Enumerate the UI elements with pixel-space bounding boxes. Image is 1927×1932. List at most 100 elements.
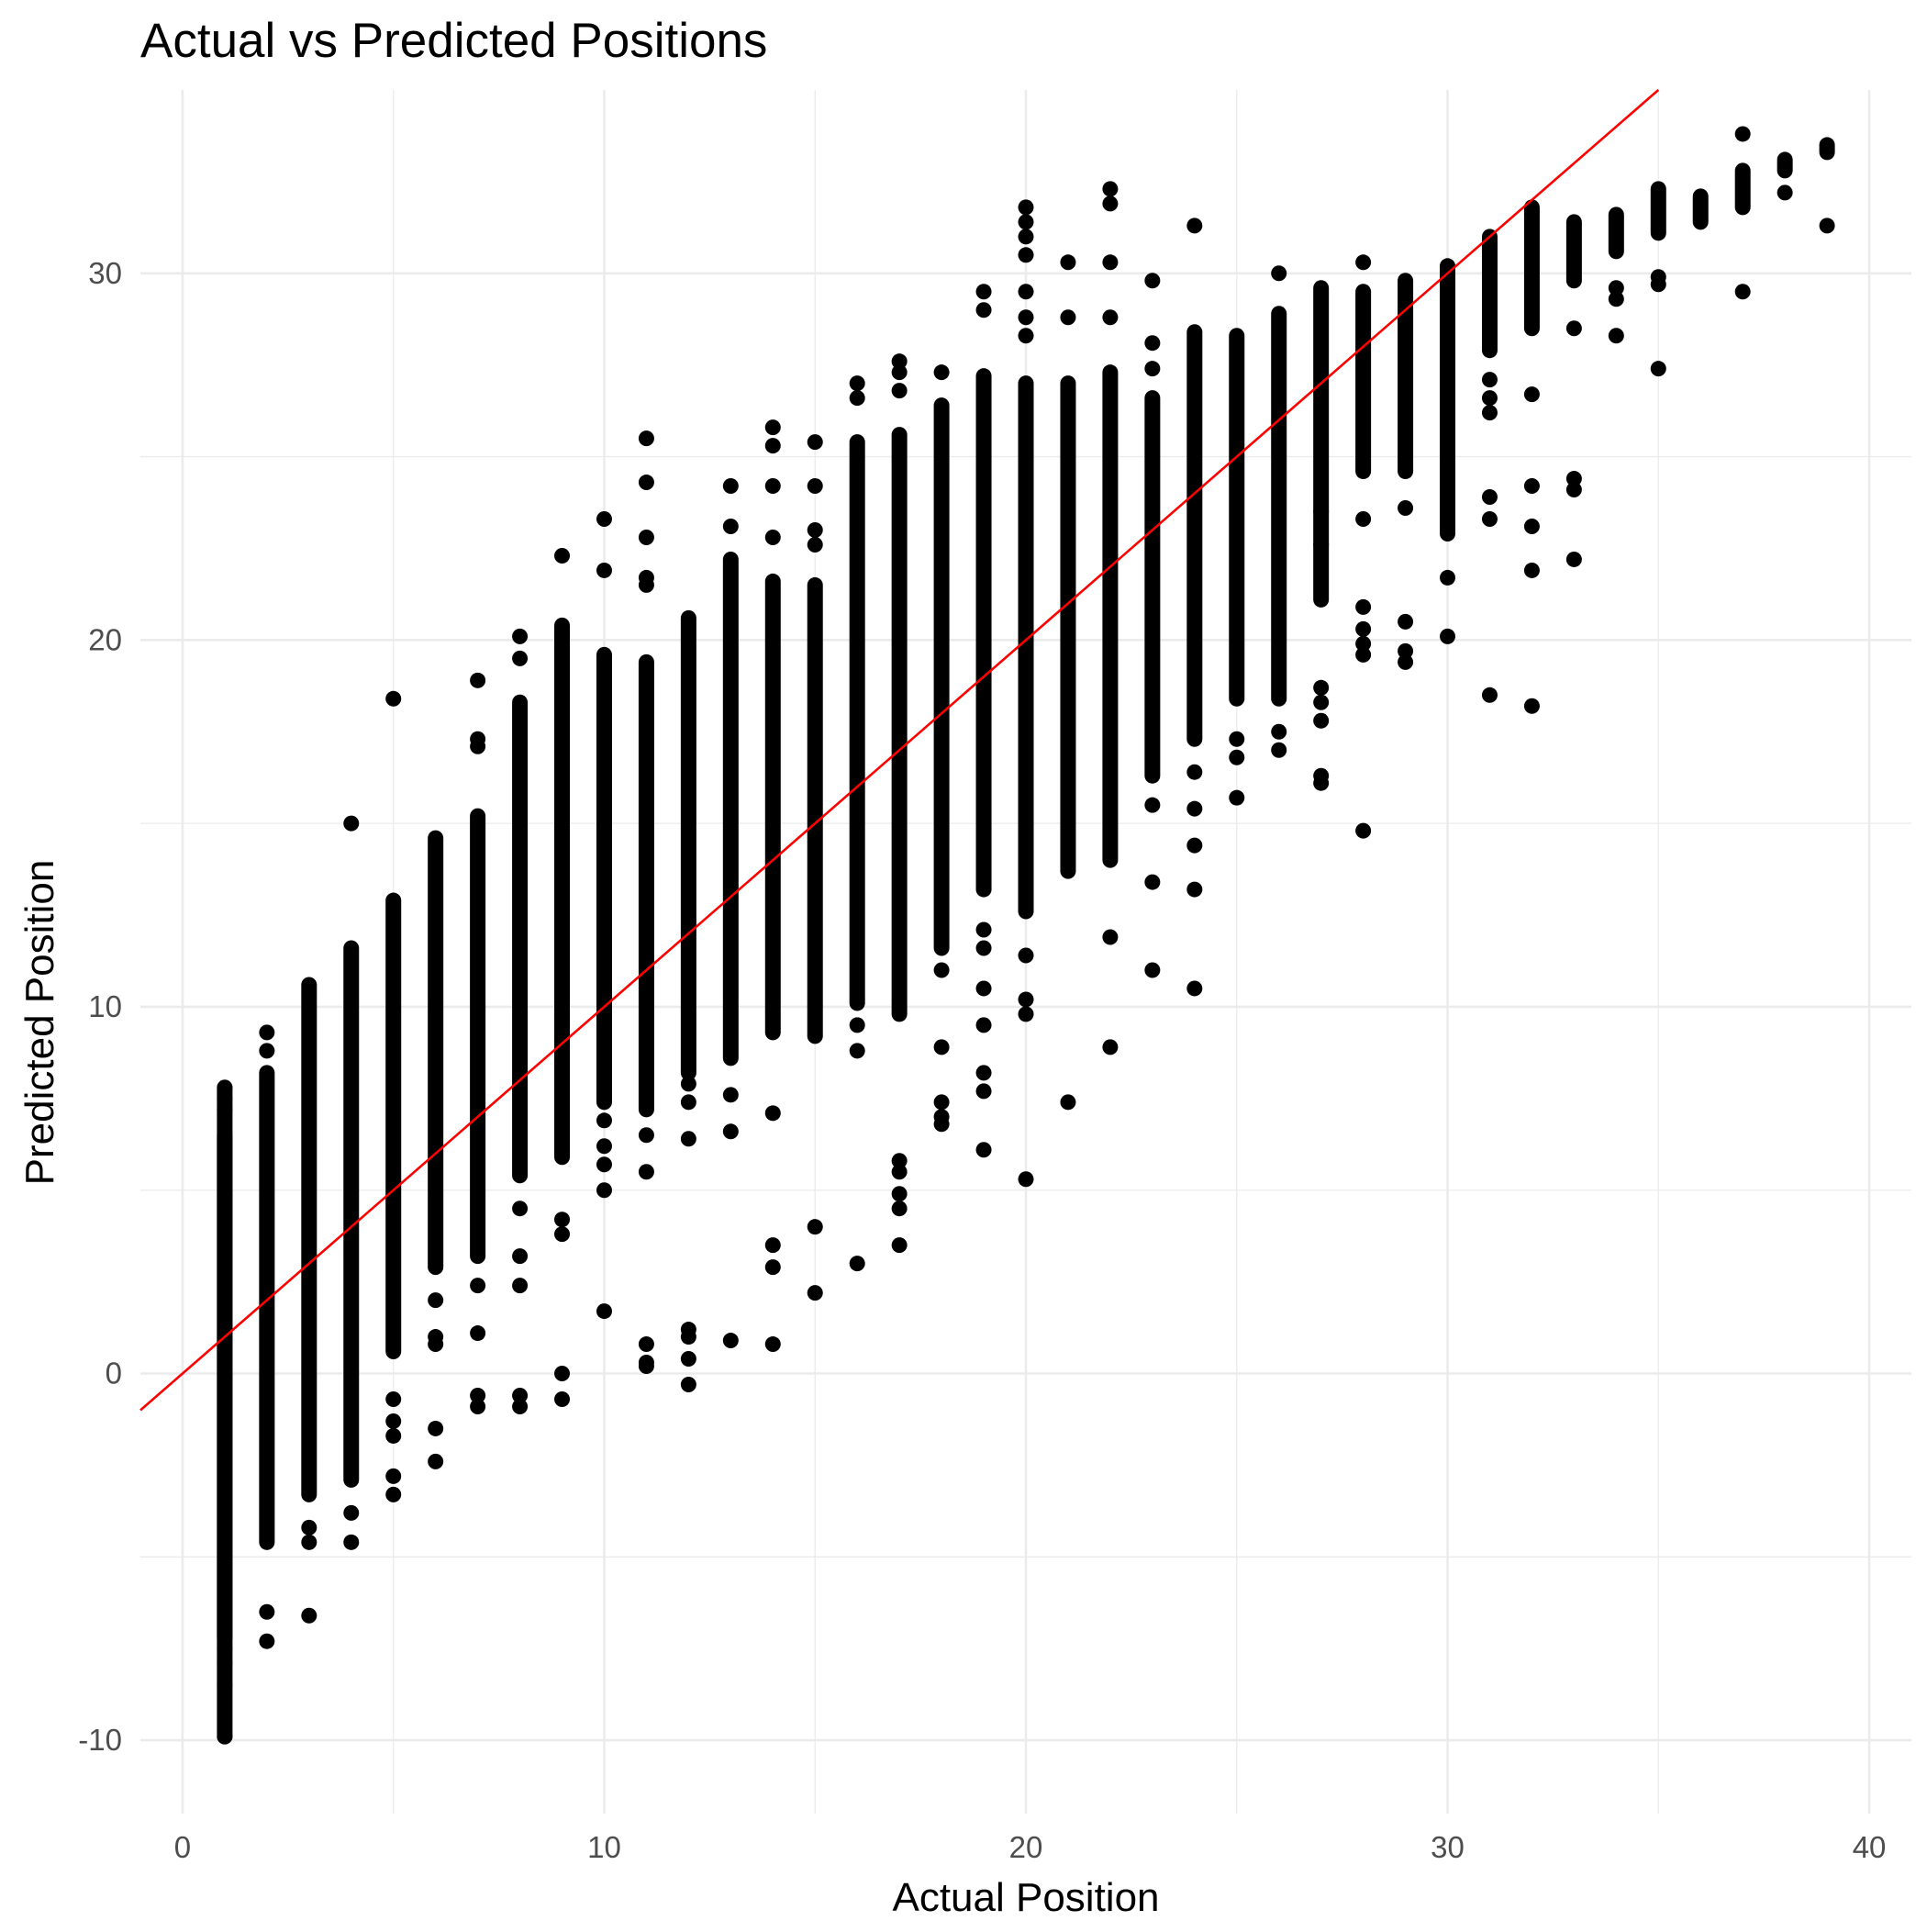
data-point bbox=[1018, 991, 1034, 1008]
data-point bbox=[1186, 218, 1203, 234]
data-point bbox=[975, 1065, 992, 1081]
data-point bbox=[1355, 598, 1372, 615]
data-point bbox=[807, 1219, 823, 1235]
data-point bbox=[385, 1486, 402, 1502]
data-point bbox=[1481, 489, 1498, 506]
data-point-cluster bbox=[1523, 199, 1540, 337]
data-point bbox=[722, 1087, 739, 1103]
data-point bbox=[764, 438, 781, 454]
data-point bbox=[1102, 254, 1119, 271]
data-point bbox=[722, 1333, 739, 1349]
data-point bbox=[722, 478, 739, 495]
data-point bbox=[764, 1336, 781, 1353]
data-point bbox=[1018, 1006, 1034, 1022]
data-point bbox=[1102, 181, 1119, 197]
data-point bbox=[1018, 199, 1034, 216]
data-point bbox=[1313, 694, 1330, 710]
data-point-cluster bbox=[807, 576, 823, 1044]
data-point bbox=[217, 1090, 233, 1107]
data-point bbox=[680, 1076, 696, 1092]
data-point bbox=[428, 1453, 444, 1469]
data-point bbox=[1398, 642, 1414, 659]
data-point bbox=[596, 562, 612, 578]
data-point bbox=[343, 815, 360, 832]
data-point bbox=[1018, 309, 1034, 326]
data-point-cluster bbox=[259, 1065, 275, 1550]
data-point bbox=[638, 529, 654, 545]
data-point-cluster bbox=[470, 808, 486, 1265]
data-point bbox=[1650, 361, 1666, 377]
data-point-cluster bbox=[1398, 273, 1414, 480]
x-tick-label: 0 bbox=[174, 1830, 191, 1864]
data-point bbox=[1565, 320, 1582, 337]
data-point-cluster bbox=[1481, 229, 1498, 359]
data-point bbox=[470, 672, 486, 688]
data-point bbox=[1523, 698, 1540, 714]
data-point bbox=[1313, 679, 1330, 696]
data-point-cluster bbox=[1313, 280, 1330, 608]
data-point bbox=[1102, 195, 1119, 212]
data-point-cluster bbox=[764, 573, 781, 1041]
reference-line bbox=[139, 89, 1660, 1412]
data-point bbox=[217, 1079, 233, 1096]
data-point bbox=[764, 1259, 781, 1276]
data-point bbox=[1440, 569, 1456, 586]
data-point bbox=[512, 1248, 529, 1265]
data-point bbox=[1777, 184, 1793, 201]
data-point-cluster bbox=[1650, 181, 1666, 241]
data-point bbox=[1144, 797, 1161, 813]
data-point-cluster bbox=[217, 1079, 233, 1745]
data-point bbox=[891, 353, 908, 370]
x-tick-label: 40 bbox=[1853, 1830, 1887, 1864]
x-tick-label: 10 bbox=[587, 1830, 621, 1864]
data-point bbox=[1650, 276, 1666, 293]
data-point bbox=[1186, 800, 1203, 817]
data-point bbox=[975, 1083, 992, 1100]
data-point-cluster bbox=[1819, 137, 1835, 161]
data-point bbox=[680, 1351, 696, 1368]
data-point bbox=[1018, 328, 1034, 344]
data-point bbox=[1523, 386, 1540, 403]
data-point bbox=[1186, 764, 1203, 780]
data-point bbox=[217, 1728, 233, 1745]
data-point bbox=[680, 1094, 696, 1111]
data-point bbox=[428, 1336, 444, 1353]
data-point bbox=[1565, 471, 1582, 487]
data-point bbox=[428, 1420, 444, 1436]
data-point bbox=[849, 1017, 865, 1033]
data-point bbox=[470, 1278, 486, 1294]
data-point bbox=[1144, 962, 1161, 978]
data-point-cluster bbox=[638, 653, 654, 1118]
data-point bbox=[1271, 742, 1287, 758]
data-point bbox=[638, 1127, 654, 1144]
data-point bbox=[385, 1427, 402, 1444]
data-point bbox=[596, 511, 612, 528]
data-point-cluster bbox=[385, 892, 402, 1360]
data-point bbox=[1060, 1094, 1076, 1111]
data-point bbox=[1229, 789, 1245, 806]
data-point bbox=[1313, 712, 1330, 729]
data-point bbox=[554, 1366, 571, 1382]
data-point bbox=[1523, 562, 1540, 578]
data-point-cluster bbox=[512, 694, 529, 1184]
data-point-cluster bbox=[933, 397, 950, 956]
data-point-cluster bbox=[554, 617, 571, 1166]
data-point bbox=[1018, 214, 1034, 230]
data-point bbox=[1060, 309, 1076, 326]
data-point bbox=[849, 375, 865, 392]
data-point bbox=[722, 518, 739, 534]
data-point bbox=[259, 1043, 275, 1059]
data-point bbox=[554, 1212, 571, 1228]
data-point bbox=[1144, 874, 1161, 890]
data-point bbox=[1018, 284, 1034, 300]
data-point bbox=[1144, 361, 1161, 377]
data-point-cluster bbox=[975, 368, 992, 898]
data-point bbox=[891, 1201, 908, 1217]
data-point-cluster bbox=[722, 551, 739, 1067]
data-point bbox=[933, 364, 950, 381]
data-point bbox=[1018, 229, 1034, 245]
data-point bbox=[1313, 536, 1330, 553]
data-point-cluster bbox=[849, 434, 865, 1011]
data-point bbox=[975, 940, 992, 956]
